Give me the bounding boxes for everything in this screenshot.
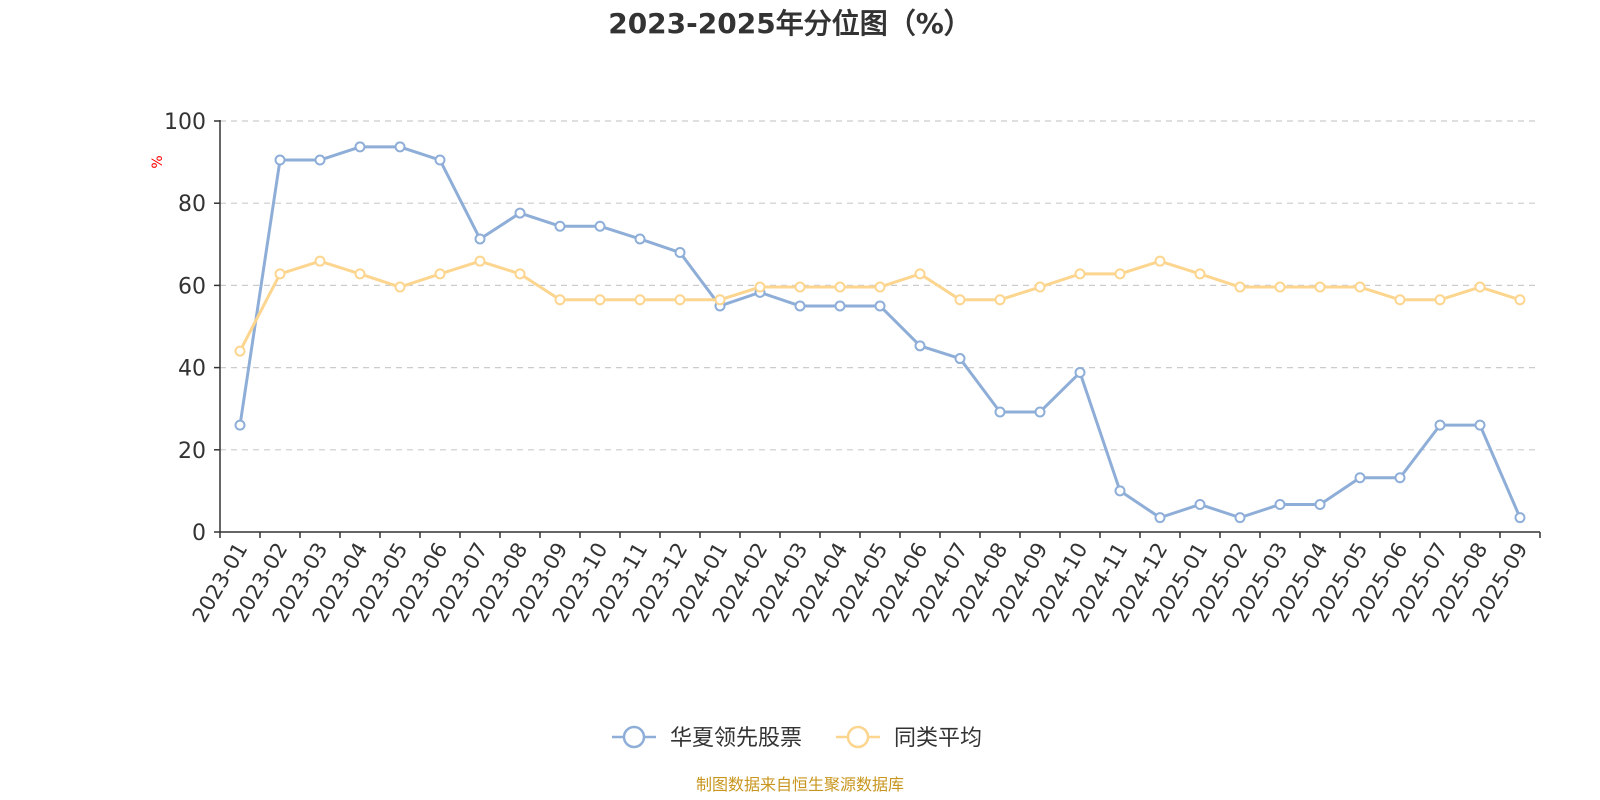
x-tick-labels: 2023-012023-022023-032023-042023-052023-… bbox=[188, 539, 1533, 627]
data-point bbox=[234, 345, 246, 357]
data-point bbox=[394, 141, 406, 153]
data-point bbox=[794, 300, 806, 312]
data-point bbox=[1474, 419, 1486, 431]
data-point bbox=[474, 233, 486, 245]
chart-title: 2023-2025年分位图（%） bbox=[608, 7, 972, 40]
data-point bbox=[1514, 294, 1526, 306]
data-point bbox=[674, 294, 686, 306]
data-point bbox=[794, 281, 806, 293]
legend-item-fund[interactable]: 华夏领先股票 bbox=[612, 725, 802, 751]
data-point bbox=[1314, 281, 1326, 293]
legend-swatch-marker bbox=[622, 725, 646, 749]
y-axis-label: % bbox=[150, 155, 166, 168]
data-source-note: 制图数据来自恒生聚源数据库 bbox=[696, 775, 904, 794]
data-point bbox=[1274, 498, 1286, 510]
data-point bbox=[914, 340, 926, 352]
axes bbox=[214, 120, 1541, 538]
y-tick-label: 0 bbox=[192, 521, 206, 546]
data-point bbox=[1154, 255, 1166, 267]
legend-label-peer-average: 同类平均 bbox=[894, 726, 982, 751]
data-point bbox=[914, 268, 926, 280]
data-point bbox=[874, 300, 886, 312]
data-point bbox=[514, 268, 526, 280]
data-point bbox=[1154, 512, 1166, 524]
data-point bbox=[834, 300, 846, 312]
series-line-0 bbox=[238, 145, 1522, 520]
y-tick-labels: 0 20 40 60 80 100 bbox=[164, 110, 206, 546]
data-point bbox=[1394, 472, 1406, 484]
data-point bbox=[594, 294, 606, 306]
data-point bbox=[1394, 294, 1406, 306]
data-point bbox=[1514, 512, 1526, 524]
data-point bbox=[1074, 367, 1086, 379]
data-point bbox=[554, 220, 566, 232]
data-point bbox=[1234, 512, 1246, 524]
legend-item-peer-average[interactable]: 同类平均 bbox=[836, 725, 982, 751]
data-point bbox=[674, 247, 686, 259]
data-point bbox=[1434, 294, 1446, 306]
data-point bbox=[634, 294, 646, 306]
data-point bbox=[1274, 281, 1286, 293]
legend-label-fund: 华夏领先股票 bbox=[670, 726, 802, 751]
data-point bbox=[1354, 281, 1366, 293]
data-point bbox=[1114, 485, 1126, 497]
y-tick-label: 40 bbox=[178, 357, 206, 382]
data-point bbox=[634, 233, 646, 245]
data-point bbox=[954, 353, 966, 365]
data-point bbox=[314, 255, 326, 267]
data-point bbox=[954, 294, 966, 306]
data-point bbox=[314, 154, 326, 166]
legend: 华夏领先股票 同类平均 bbox=[612, 725, 982, 751]
data-point bbox=[1474, 281, 1486, 293]
data-point bbox=[994, 294, 1006, 306]
data-point bbox=[274, 154, 286, 166]
y-tick-label: 80 bbox=[178, 192, 206, 217]
data-point bbox=[994, 406, 1006, 418]
data-point bbox=[1194, 268, 1206, 280]
y-tick-label: 60 bbox=[178, 274, 206, 299]
data-point bbox=[434, 268, 446, 280]
data-point bbox=[874, 281, 886, 293]
data-point bbox=[1234, 281, 1246, 293]
y-tick-label: 100 bbox=[164, 110, 206, 135]
data-point bbox=[1434, 419, 1446, 431]
data-point bbox=[1354, 472, 1366, 484]
series-lines bbox=[238, 145, 1522, 520]
y-tick-label: 20 bbox=[178, 439, 206, 464]
legend-swatch-marker bbox=[846, 725, 870, 749]
data-point bbox=[1314, 498, 1326, 510]
data-point bbox=[474, 255, 486, 267]
data-point bbox=[754, 281, 766, 293]
data-point bbox=[354, 141, 366, 153]
data-points bbox=[234, 141, 1526, 524]
data-point bbox=[714, 294, 726, 306]
data-point bbox=[1074, 268, 1086, 280]
data-point bbox=[834, 281, 846, 293]
data-point bbox=[1034, 281, 1046, 293]
data-point bbox=[274, 268, 286, 280]
data-point bbox=[594, 220, 606, 232]
data-point bbox=[434, 154, 446, 166]
data-point bbox=[354, 268, 366, 280]
data-point bbox=[1034, 406, 1046, 418]
data-point bbox=[1114, 268, 1126, 280]
data-point bbox=[1194, 498, 1206, 510]
data-point bbox=[514, 207, 526, 219]
data-point bbox=[234, 419, 246, 431]
data-point bbox=[554, 294, 566, 306]
data-point bbox=[394, 281, 406, 293]
